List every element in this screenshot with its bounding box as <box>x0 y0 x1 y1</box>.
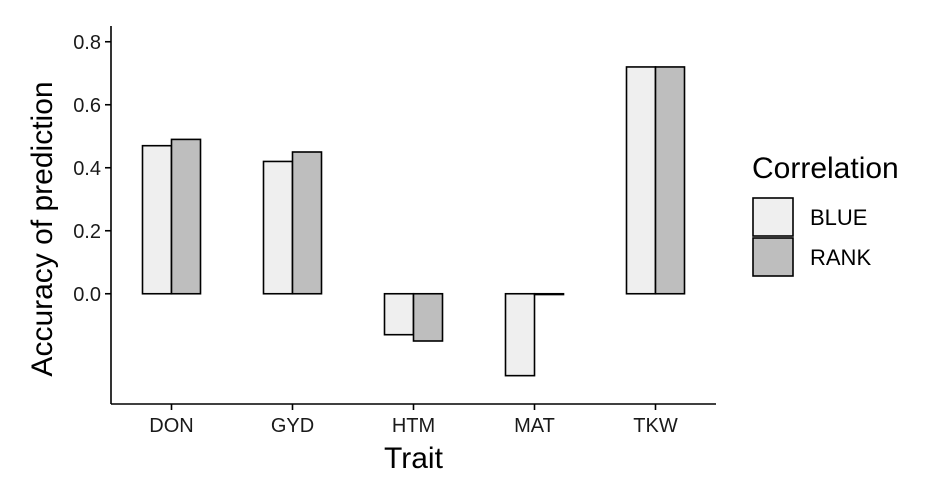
y-axis-ticks: 0.0 0.2 0.4 0.6 0.8 <box>73 32 111 306</box>
legend-key-blue <box>752 197 794 237</box>
y-tick-label: 0.4 <box>73 158 101 180</box>
bar-tkw-rank <box>654 66 686 295</box>
bar-don-rank <box>170 138 202 295</box>
bar-gyd-rank <box>291 151 323 295</box>
legend-title: Correlation <box>752 152 899 185</box>
bar-gyd-blue <box>262 160 294 295</box>
x-tick-label: HTM <box>392 415 435 437</box>
x-axis-title: Trait <box>384 442 444 475</box>
y-tick-label: 0.2 <box>73 221 101 243</box>
legend: Correlation BLUE RANK <box>752 152 899 277</box>
bar-htm-blue <box>383 292 415 336</box>
legend-key-rank <box>752 237 794 277</box>
bar-mat-blue <box>504 292 536 377</box>
x-tick-label: GYD <box>271 415 314 437</box>
bar-mat-rank <box>533 292 565 296</box>
x-tick-label: DON <box>149 415 193 437</box>
legend-label-rank: RANK <box>810 245 871 270</box>
bars-layer <box>141 66 686 377</box>
legend-label-blue: BLUE <box>810 205 867 230</box>
y-axis-title: Accuracy of prediction <box>26 81 59 376</box>
y-tick-label: 0.6 <box>73 95 101 117</box>
x-axis-ticks: DON GYD HTM MAT TKW <box>149 404 678 437</box>
bar-don-blue <box>141 144 173 295</box>
bar-htm-rank <box>412 292 444 342</box>
x-tick-label: TKW <box>633 415 678 437</box>
y-tick-label: 0.0 <box>73 284 101 306</box>
x-tick-label: MAT <box>514 415 555 437</box>
bar-tkw-blue <box>625 66 657 295</box>
y-tick-label: 0.8 <box>73 32 101 54</box>
